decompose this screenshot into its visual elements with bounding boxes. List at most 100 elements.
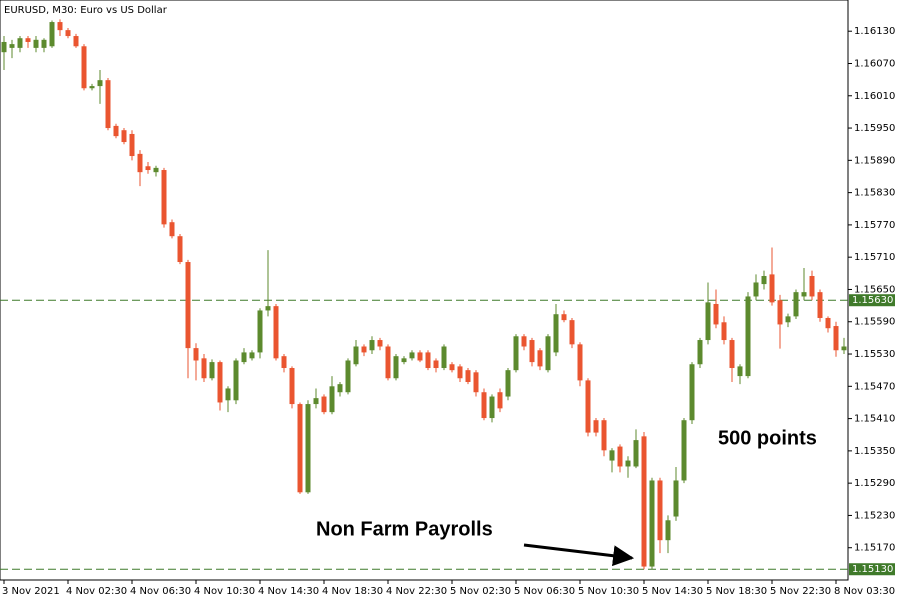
candle-body	[705, 302, 711, 341]
y-tick-label: 1.15290	[854, 478, 895, 489]
candle-body	[185, 262, 191, 349]
x-tick-label: 8 Nov 03:30	[834, 586, 895, 597]
chart-title: EURUSD, M30: Euro vs US Dollar	[4, 5, 168, 16]
candle-body	[753, 282, 759, 297]
candle-body	[617, 446, 623, 467]
y-tick-label: 1.15590	[854, 317, 895, 328]
x-tick-label: 4 Nov 22:30	[386, 586, 447, 597]
level-label: 1.15630	[852, 295, 893, 306]
y-tick-label: 1.15410	[854, 414, 895, 425]
y-tick-label: 1.15650	[854, 284, 895, 295]
candle-body	[585, 380, 591, 433]
candle-body	[145, 166, 151, 171]
level-label: 1.15130	[852, 564, 893, 575]
candle-body	[737, 366, 743, 377]
y-tick-label: 1.15770	[854, 220, 895, 231]
candle-body	[577, 344, 583, 381]
candle-body	[545, 336, 551, 371]
candle-body	[721, 322, 727, 341]
candle-body	[801, 292, 807, 297]
y-tick-label: 1.16070	[854, 58, 895, 69]
candle-body	[561, 314, 567, 321]
candle-body	[481, 392, 487, 419]
candle-body	[625, 460, 631, 467]
candle-body	[713, 303, 719, 325]
x-tick-label: 5 Nov 18:30	[706, 586, 767, 597]
y-tick-label: 1.16130	[854, 26, 895, 37]
candle-body	[17, 38, 23, 48]
candle-body	[225, 388, 231, 401]
y-tick-label: 1.15470	[854, 381, 895, 392]
candle-body	[529, 340, 535, 363]
candle-body	[385, 346, 391, 379]
candle-body	[9, 44, 15, 48]
candle-body	[433, 360, 439, 369]
y-tick-label: 1.15950	[854, 123, 895, 134]
y-tick-label: 1.15170	[854, 543, 895, 554]
x-tick-label: 5 Nov 22:30	[770, 586, 831, 597]
candle-body	[769, 274, 775, 303]
candle-body	[833, 326, 839, 351]
candle-body	[513, 336, 519, 371]
x-tick-label: 4 Nov 02:30	[66, 586, 127, 597]
candle-body	[265, 306, 271, 311]
candle-body	[297, 404, 303, 493]
candle-body	[73, 36, 79, 47]
y-tick-label: 1.16010	[854, 91, 895, 102]
candle-body	[761, 276, 767, 285]
candle-body	[569, 320, 575, 345]
candle-body	[209, 362, 215, 379]
candle-body	[409, 352, 415, 359]
candle-body	[105, 80, 111, 129]
y-tick-label: 1.15350	[854, 446, 895, 457]
candle-body	[793, 292, 799, 317]
candle-body	[353, 346, 359, 365]
candle-body	[369, 340, 375, 351]
candle-body	[401, 358, 407, 363]
candle-body	[273, 306, 279, 359]
candle-body	[641, 436, 647, 567]
candle-body	[601, 420, 607, 451]
candle-body	[521, 336, 527, 347]
candle-body	[649, 480, 655, 567]
candle-body	[281, 356, 287, 369]
candle-body	[417, 352, 423, 361]
candle-body	[505, 370, 511, 397]
level-box	[849, 563, 895, 576]
candle-body	[41, 39, 47, 48]
annotation: 500 points	[718, 427, 817, 449]
candle-body	[633, 440, 639, 467]
candle-body	[121, 130, 127, 143]
plot-area	[0, 0, 849, 581]
x-tick-label: 5 Nov 10:30	[578, 586, 639, 597]
candle-body	[345, 360, 351, 393]
candle-body	[673, 480, 679, 517]
candle-body	[425, 352, 431, 369]
candle-body	[313, 398, 319, 405]
candle-body	[473, 372, 479, 393]
x-tick-label: 4 Nov 10:30	[194, 586, 255, 597]
candle-body	[361, 346, 367, 353]
candle-body	[129, 133, 135, 157]
x-tick-label: 4 Nov 18:30	[322, 586, 383, 597]
candle-body	[177, 236, 183, 263]
candle-body	[785, 316, 791, 323]
candle-body	[825, 317, 831, 329]
x-tick-label: 5 Nov 02:30	[450, 586, 511, 597]
candle-body	[449, 364, 455, 371]
candle-body	[497, 392, 503, 409]
candle-body	[665, 520, 671, 541]
candle-body	[137, 153, 143, 173]
candle-body	[729, 340, 735, 369]
candle-body	[537, 350, 543, 367]
candle-body	[257, 310, 263, 353]
annotation: Non Farm Payrolls	[316, 518, 493, 540]
candle-body	[113, 125, 119, 137]
candle-body	[97, 80, 103, 87]
y-tick-label: 1.15830	[854, 188, 895, 199]
candle-body	[809, 276, 815, 297]
candle-body	[745, 296, 751, 377]
candle-body	[657, 480, 663, 541]
level-box	[849, 294, 895, 307]
candle-body	[233, 360, 239, 401]
